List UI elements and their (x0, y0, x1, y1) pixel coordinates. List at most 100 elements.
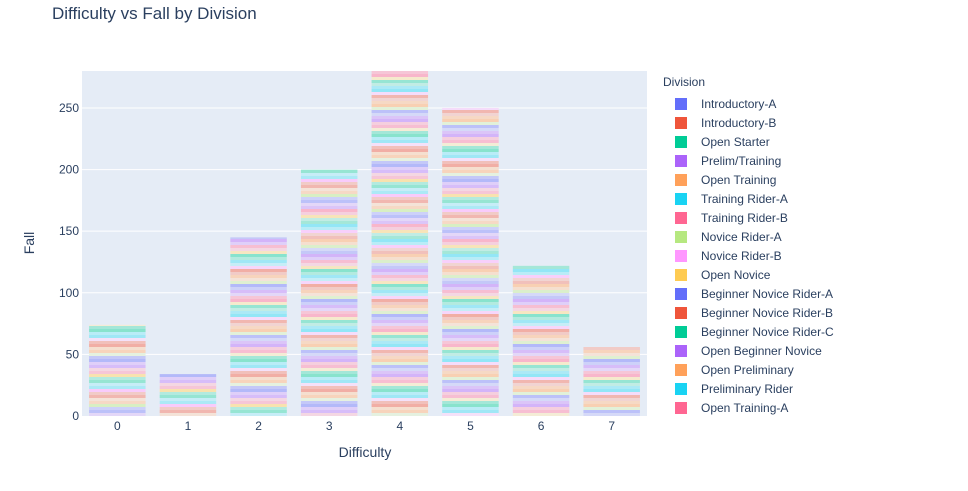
bar-segment (371, 95, 429, 98)
legend-item[interactable]: Open Beginner Novice (663, 341, 834, 360)
bar-segment (300, 173, 358, 176)
bar-segment (371, 263, 429, 266)
bar[interactable] (159, 374, 217, 416)
legend-item[interactable]: Open Preliminary (663, 360, 834, 379)
bar-segment (371, 176, 429, 179)
bar-segment (371, 389, 429, 392)
x-tick-labels: 0 1 2 3 4 5 6 7 (114, 419, 615, 433)
bar-segment (300, 191, 358, 194)
bar-segment (230, 410, 287, 413)
bar[interactable] (583, 347, 640, 416)
bar-segment (371, 116, 429, 119)
legend-label: Preliminary Rider (701, 381, 794, 396)
legend-swatch (675, 287, 687, 300)
legend-label: Introductory-A (701, 96, 777, 111)
bar[interactable] (230, 237, 287, 416)
bar-segment (300, 305, 358, 308)
legend-item[interactable]: Open Novice (663, 265, 834, 284)
bar-segment (371, 278, 429, 281)
bar-segment (159, 413, 217, 416)
legend-label: Training Rider-B (701, 210, 788, 225)
bar-stack[interactable] (583, 347, 640, 416)
legend-item[interactable]: Novice Rider-A (663, 227, 834, 246)
bar-segment (230, 278, 287, 281)
legend-item[interactable]: Prelim/Training (663, 151, 834, 170)
bar-segment (159, 374, 217, 377)
bar-segment (442, 215, 499, 218)
legend-item[interactable]: Introductory-A (663, 94, 834, 113)
bar[interactable] (89, 324, 146, 416)
bar-stack[interactable] (512, 265, 570, 416)
bar-segment (371, 371, 429, 374)
bar-segment (512, 395, 570, 398)
bar-segment (371, 119, 429, 122)
y-tick-label: 0 (72, 409, 79, 423)
bar-segment (512, 335, 570, 338)
bar-segment (89, 332, 146, 335)
legend-item[interactable]: Training Rider-A (663, 189, 834, 208)
bar-segment (512, 278, 570, 281)
bar-segment (371, 170, 429, 173)
bar-stack[interactable] (371, 71, 429, 416)
bar-segment (371, 362, 429, 365)
bar-segment (300, 203, 358, 206)
bar-segment (230, 383, 287, 386)
bar-segment (371, 248, 429, 251)
legend-item[interactable]: Beginner Novice Rider-B (663, 303, 834, 322)
bar-segment (442, 401, 499, 404)
bar[interactable] (442, 107, 499, 416)
legend-item[interactable]: Open Training-A (663, 398, 834, 417)
bar-segment (230, 377, 287, 380)
bar-segment (300, 410, 358, 413)
bar-segment (300, 269, 358, 272)
bar[interactable] (512, 265, 570, 416)
bar-segment (583, 371, 640, 374)
bar-segment (371, 269, 429, 272)
bar-segment (442, 188, 499, 191)
bar-segment (371, 218, 429, 221)
bar-segment (442, 362, 499, 365)
bar[interactable] (300, 169, 358, 416)
bar-segment (512, 389, 570, 392)
legend-item[interactable]: Novice Rider-B (663, 246, 834, 265)
bar-segment (371, 410, 429, 413)
bar-stack[interactable] (159, 374, 217, 416)
bar-segment (371, 152, 429, 155)
bar-segment (300, 185, 358, 188)
legend-item[interactable]: Beginner Novice Rider-C (663, 322, 834, 341)
legend-swatch (675, 325, 687, 338)
bar-segment (583, 356, 640, 359)
legend-item[interactable]: Preliminary Rider (663, 379, 834, 398)
bar-segment (300, 290, 358, 293)
bar-segment (442, 311, 499, 314)
bar-segment (230, 293, 287, 296)
bar-segment (230, 299, 287, 302)
bar-segment (300, 332, 358, 335)
bar-stack[interactable] (442, 107, 499, 416)
bar-segment (442, 266, 499, 269)
legend-item[interactable]: Open Training (663, 170, 834, 189)
legend-item[interactable]: Beginner Novice Rider-A (663, 284, 834, 303)
legend-label: Open Preliminary (701, 362, 794, 377)
bar-segment (371, 200, 429, 203)
bar-segment (300, 347, 358, 350)
legend-item[interactable]: Training Rider-B (663, 208, 834, 227)
bar-segment (512, 377, 570, 380)
bar-stack[interactable] (89, 324, 146, 416)
bar-segment (512, 338, 570, 341)
bar-stack[interactable] (300, 169, 358, 416)
legend-swatch (675, 116, 687, 129)
legend-item[interactable]: Introductory-B (663, 113, 834, 132)
bar-segment (371, 212, 429, 215)
legend-item[interactable]: Open Starter (663, 132, 834, 151)
bar-segment (442, 269, 499, 272)
bar-segment (230, 320, 287, 323)
bar-stack[interactable] (230, 237, 287, 416)
legend-label: Novice Rider-A (701, 229, 782, 244)
bar-segment (583, 347, 640, 350)
bar[interactable] (371, 71, 429, 416)
bar-segment (230, 242, 287, 245)
bar-segment (442, 236, 499, 239)
bar-segment (512, 290, 570, 293)
bar-segment (442, 164, 499, 167)
